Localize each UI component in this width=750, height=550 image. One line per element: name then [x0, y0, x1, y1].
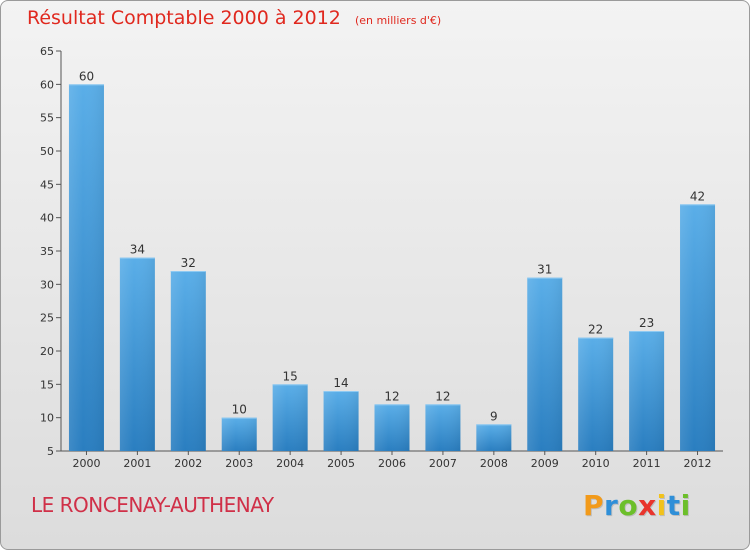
- y-tick-label: 45: [40, 178, 54, 191]
- value-label-2008: 9: [490, 409, 498, 423]
- x-tick-label-2003: 2003: [225, 457, 253, 470]
- bar-shading-2005: [323, 391, 359, 451]
- x-tick-label-2001: 2001: [123, 457, 151, 470]
- value-label-2010: 22: [588, 323, 603, 337]
- y-tick-label: 35: [40, 245, 54, 258]
- chart-title: Résultat Comptable 2000 à 2012 (en milli…: [27, 7, 441, 29]
- x-tick-label-2008: 2008: [480, 457, 508, 470]
- logo-letter: t: [666, 489, 681, 522]
- x-tick-label-2010: 2010: [582, 457, 610, 470]
- x-tick-label-2002: 2002: [174, 457, 202, 470]
- x-tick-label-2005: 2005: [327, 457, 355, 470]
- chart-title-text: Résultat Comptable 2000 à 2012: [27, 7, 341, 29]
- y-tick-label: 15: [40, 378, 54, 391]
- value-label-2005: 14: [333, 376, 348, 390]
- y-tick-label: 40: [40, 212, 54, 225]
- bar-shading-2012: [680, 204, 716, 451]
- logo-letter: i: [680, 489, 691, 522]
- chart-subtitle: (en milliers d'€): [354, 14, 442, 27]
- bar-shading-2011: [629, 331, 665, 451]
- value-label-2003: 10: [232, 403, 247, 417]
- y-tick-label: 30: [40, 278, 54, 291]
- value-label-2002: 32: [181, 256, 196, 270]
- proxiti-logo: Proxiti: [583, 489, 691, 522]
- logo-letter: o: [618, 489, 639, 522]
- y-tick-label: 55: [40, 112, 54, 125]
- commune-name: LE RONCENAY-AUTHENAY: [31, 493, 274, 517]
- bars: [68, 84, 716, 451]
- y-tick-label: 50: [40, 145, 54, 158]
- value-label-2004: 15: [283, 369, 298, 383]
- y-tick-label: 10: [40, 412, 54, 425]
- y-tick-label: 65: [40, 45, 54, 58]
- x-tick-label-2012: 2012: [684, 457, 712, 470]
- x-tick-label-2011: 2011: [633, 457, 661, 470]
- value-label-2001: 34: [130, 243, 145, 257]
- value-label-2011: 23: [639, 316, 654, 330]
- bar-shading-2000: [68, 84, 104, 451]
- bar-shading-2002: [170, 271, 206, 451]
- bar-shading-2007: [425, 404, 461, 451]
- x-tick-label-2009: 2009: [531, 457, 559, 470]
- value-label-2000: 60: [79, 69, 94, 83]
- bar-shading-2004: [272, 384, 308, 451]
- value-label-2006: 12: [384, 389, 399, 403]
- bar-shading-2006: [374, 404, 410, 451]
- bar-shading-2003: [221, 417, 257, 451]
- bar-shading-2009: [527, 277, 563, 451]
- y-tick-label: 20: [40, 345, 54, 358]
- logo-letter: r: [604, 489, 619, 522]
- logo-letter: P: [583, 489, 605, 522]
- value-label-2007: 12: [435, 389, 450, 403]
- y-tick-label: 5: [47, 445, 54, 458]
- y-tick-label: 60: [40, 78, 54, 91]
- y-tick-label: 25: [40, 312, 54, 325]
- bar-shading-2010: [578, 337, 614, 451]
- logo-letter: x: [638, 489, 657, 522]
- x-tick-label-2007: 2007: [429, 457, 457, 470]
- logo-letter: i: [656, 489, 667, 522]
- x-tick-label-2004: 2004: [276, 457, 304, 470]
- value-labels: 60 34 32 10 15 14 12 12 9 31 22 23 42: [79, 69, 705, 423]
- value-label-2009: 31: [537, 263, 552, 277]
- bar-shading-2001: [119, 257, 155, 451]
- bar-shading-2008: [476, 424, 512, 451]
- x-tick-label-2000: 2000: [72, 457, 100, 470]
- value-label-2012: 42: [690, 189, 705, 203]
- x-tick-label-2006: 2006: [378, 457, 406, 470]
